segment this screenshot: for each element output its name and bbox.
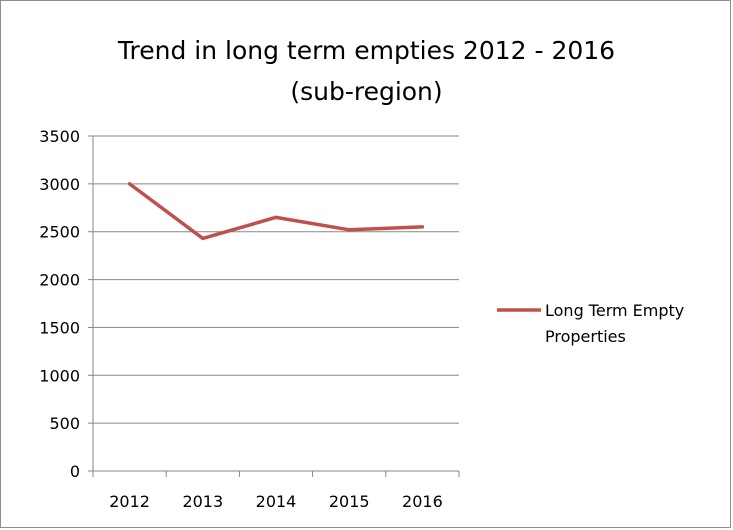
- chart-title-line-2: (sub-region): [290, 77, 443, 106]
- legend-label-line-2: Properties: [545, 327, 626, 346]
- y-tick-label-1500: 1500: [39, 318, 80, 337]
- data-point-2013: [201, 236, 205, 241]
- y-tick-label-2500: 2500: [39, 223, 80, 242]
- legend: Long Term Empty Properties: [497, 301, 684, 346]
- y-tick-label-0: 0: [70, 462, 80, 481]
- x-tick-label-2014: 2014: [256, 492, 297, 511]
- chart-title-line-1: Trend in long term empties 2012 - 2016: [117, 36, 616, 65]
- legend-label-line-1: Long Term Empty: [545, 301, 684, 320]
- x-tick-labels: 2012 2013 2014 2015 2016: [109, 492, 443, 511]
- axes: [88, 135, 460, 477]
- y-tick-labels: 0 500 1000 1500 2000 2500 3000 3500: [39, 127, 80, 481]
- series-line-0: [127, 182, 425, 241]
- y-tick-label-1000: 1000: [39, 366, 80, 385]
- data-point-2012: [128, 182, 132, 186]
- series: [127, 182, 425, 241]
- y-tick-label-3500: 3500: [39, 127, 80, 146]
- data-point-2015: [347, 228, 351, 232]
- gridlines: [93, 135, 459, 424]
- data-point-2014: [274, 215, 278, 219]
- x-tick-label-2013: 2013: [182, 492, 223, 511]
- y-tick-label-2000: 2000: [39, 271, 80, 290]
- y-tick-label-3000: 3000: [39, 175, 80, 194]
- x-tick-label-2016: 2016: [402, 492, 443, 511]
- x-tick-label-2012: 2012: [109, 492, 150, 511]
- data-point-2016: [420, 225, 424, 229]
- x-tick-label-2015: 2015: [329, 492, 370, 511]
- y-tick-label-500: 500: [49, 414, 80, 433]
